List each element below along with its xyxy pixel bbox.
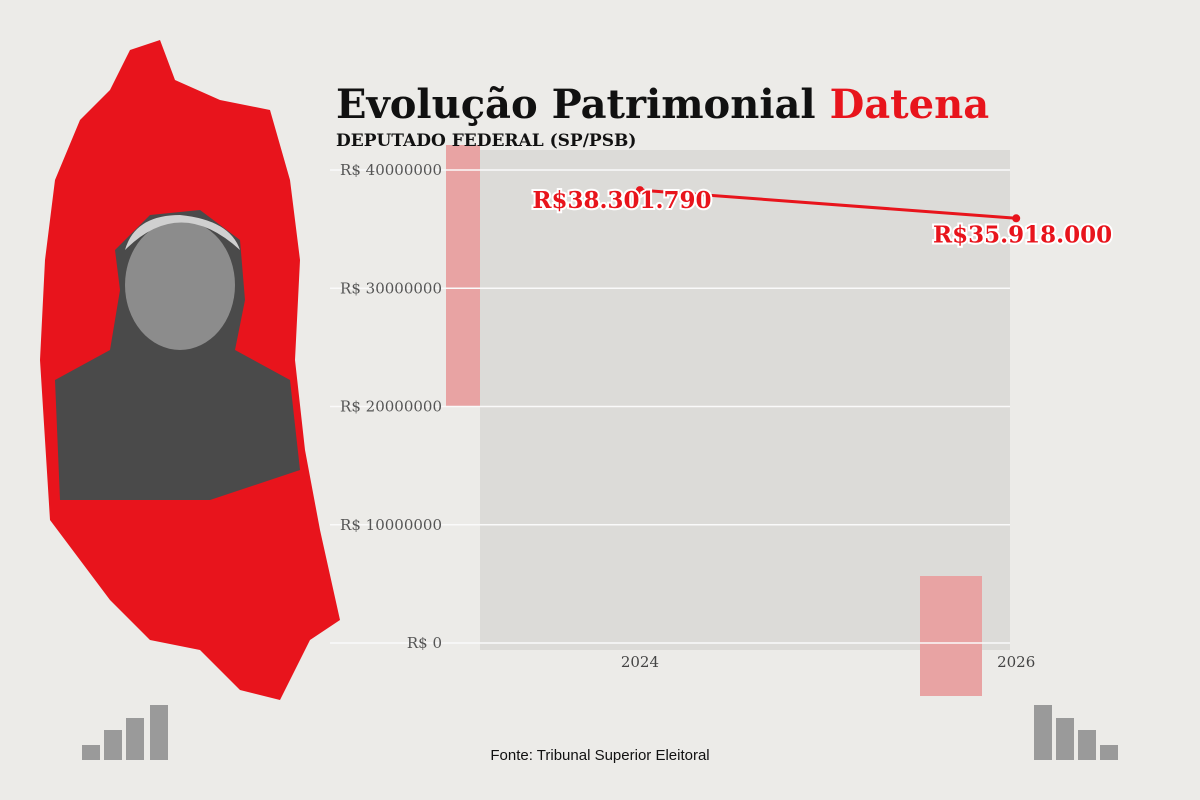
x-tick-label: 2024	[621, 653, 659, 671]
portrait-hair	[125, 215, 240, 250]
title-highlight: Datena	[830, 81, 990, 128]
chart-subtitle: DEPUTADO FEDERAL (SP/PSB)	[336, 131, 636, 151]
y-tick-label: R$ 30000000	[340, 279, 442, 297]
portrait-face	[125, 220, 235, 350]
source: Fonte: Tribunal Superior Eleitoral	[490, 747, 709, 764]
y-tick-label: R$ 40000000	[340, 161, 442, 179]
coins-left	[82, 705, 168, 760]
point	[635, 186, 644, 195]
decoration-tape	[446, 145, 480, 407]
decoration-tape	[920, 576, 982, 696]
data-label: R$38.301.790	[532, 187, 711, 214]
chart-title: Evolução Patrimonial Datena	[336, 81, 989, 128]
data-label: R$35.918.000	[933, 221, 1112, 248]
title-text: Evolução Patrimonial	[336, 81, 816, 128]
y-tick-label: R$ 0	[407, 634, 442, 652]
x-tick-label: 2026	[997, 653, 1035, 671]
line	[639, 188, 1017, 220]
plot-background	[480, 150, 1010, 650]
portrait	[55, 210, 300, 500]
y-tick-label: R$ 10000000	[340, 516, 442, 534]
coins-right	[1034, 705, 1118, 760]
y-tick-label: R$ 20000000	[340, 398, 442, 416]
point	[1012, 214, 1021, 223]
